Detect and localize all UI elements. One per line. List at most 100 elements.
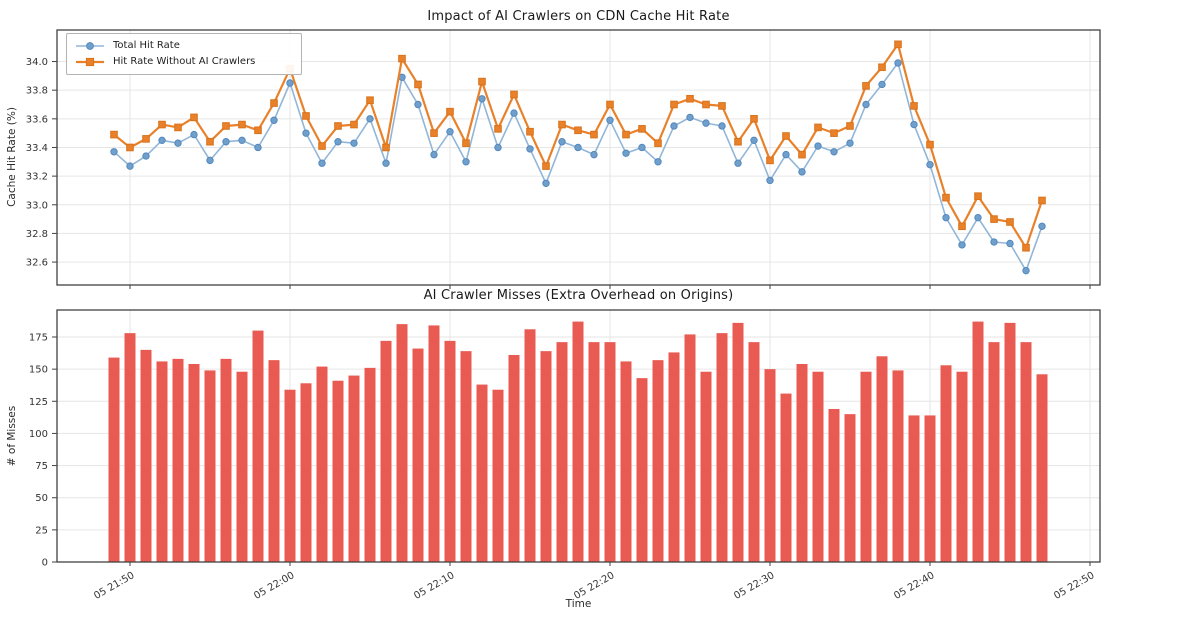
miss-bar — [892, 370, 904, 562]
top-chart-ylabel: Cache Hit Rate (%) — [6, 107, 18, 207]
total-hit-rate-marker — [334, 138, 342, 146]
total-hit-rate-marker — [158, 136, 166, 145]
miss-bar — [780, 393, 792, 562]
total-hit-rate-marker — [238, 136, 246, 145]
miss-bar — [1036, 374, 1048, 562]
without-ai-crawlers-marker — [782, 132, 790, 140]
miss-bar — [444, 340, 456, 562]
total-hit-rate-marker — [318, 159, 326, 167]
miss-bar — [668, 352, 680, 562]
miss-bar — [364, 367, 376, 562]
without-ai-crawlers-marker — [542, 162, 550, 170]
without-ai-crawlers-marker — [334, 122, 342, 130]
x-axis-label: Time — [565, 598, 592, 610]
miss-bar — [156, 361, 168, 562]
total-hit-rate-marker — [382, 159, 390, 167]
miss-bar — [124, 333, 136, 562]
top-chart-title: Impact of AI Crawlers on CDN Cache Hit R… — [427, 9, 730, 24]
miss-bar — [844, 414, 856, 562]
miss-bar — [412, 348, 424, 562]
total-hit-rate-marker — [910, 120, 918, 129]
total-hit-rate-marker — [446, 128, 454, 136]
miss-bar — [540, 351, 552, 562]
miss-bar — [572, 321, 584, 562]
without-ai-crawlers-marker — [686, 94, 694, 103]
without-ai-crawlers-marker — [718, 102, 726, 110]
without-ai-crawlers-marker — [526, 127, 534, 136]
miss-bar — [652, 360, 664, 562]
total-hit-rate-marker — [302, 129, 310, 137]
total-hit-rate-marker — [574, 143, 582, 152]
miss-bar — [236, 371, 248, 562]
without-ai-crawlers-marker — [670, 100, 678, 109]
miss-bar — [588, 342, 600, 562]
miss-bar — [732, 322, 744, 562]
without-ai-crawlers-marker — [430, 129, 438, 137]
miss-bar — [924, 415, 936, 562]
miss-bar — [1004, 322, 1016, 562]
total-hit-rate-marker — [766, 176, 774, 185]
without-ai-crawlers-marker — [206, 137, 214, 146]
y-tick-label: 100 — [29, 429, 48, 440]
miss-bar — [796, 364, 808, 562]
without-ai-crawlers-marker — [558, 120, 566, 129]
total-hit-rate-marker — [750, 136, 758, 145]
total-hit-rate-marker — [878, 80, 886, 89]
total-hit-rate-marker — [782, 150, 790, 159]
orange-line-square-marker-icon — [76, 57, 104, 66]
y-tick-label: 33.0 — [26, 200, 48, 211]
total-hit-rate-marker — [718, 122, 726, 130]
total-hit-rate-marker — [558, 138, 566, 146]
total-hit-rate-marker — [254, 143, 262, 152]
total-hit-rate-marker — [958, 241, 966, 249]
miss-bar — [268, 360, 280, 562]
total-hit-rate-marker — [654, 158, 662, 166]
y-tick-label: 25 — [35, 525, 48, 536]
total-hit-rate-marker — [494, 143, 502, 152]
total-hit-rate-marker — [462, 158, 470, 166]
without-ai-crawlers-marker — [606, 100, 614, 109]
without-ai-crawlers-marker — [142, 135, 150, 143]
total-hit-rate-marker — [638, 143, 646, 152]
without-ai-crawlers-marker — [366, 96, 374, 104]
without-ai-crawlers-marker — [798, 150, 806, 159]
total-hit-rate-marker — [1038, 222, 1046, 230]
without-ai-crawlers-marker — [414, 80, 422, 89]
miss-bar — [172, 358, 184, 562]
miss-bar — [636, 378, 648, 562]
y-tick-label: 32.8 — [26, 229, 48, 240]
miss-bar — [620, 361, 632, 562]
without-ai-crawlers-marker — [158, 120, 166, 129]
total-hit-rate-marker — [846, 139, 854, 147]
without-ai-crawlers-marker — [1038, 196, 1046, 205]
without-ai-crawlers-marker — [958, 222, 966, 231]
without-ai-crawlers-marker — [238, 120, 246, 129]
miss-bar — [284, 389, 296, 562]
without-ai-crawlers-marker — [1006, 218, 1014, 226]
y-tick-label: 50 — [35, 493, 48, 504]
y-tick-label: 33.6 — [26, 114, 48, 125]
without-ai-crawlers-marker — [190, 113, 198, 122]
miss-bar — [876, 356, 888, 562]
total-hit-rate-marker — [606, 116, 614, 124]
total-hit-rate-marker — [222, 138, 230, 146]
bottom-chart-title: AI Crawler Misses (Extra Overhead on Ori… — [423, 288, 734, 303]
without-ai-crawlers-marker — [1022, 243, 1030, 252]
miss-bar — [396, 324, 408, 562]
miss-bar — [748, 342, 760, 562]
without-ai-crawlers-marker — [830, 129, 838, 137]
miss-bar — [380, 340, 392, 562]
without-ai-crawlers-marker — [910, 102, 918, 110]
miss-bar — [140, 349, 152, 562]
miss-bar — [460, 351, 472, 562]
total-hit-rate-marker — [366, 115, 374, 123]
without-ai-crawlers-marker — [302, 112, 310, 120]
without-ai-crawlers-marker — [734, 137, 742, 146]
y-tick-label: 125 — [29, 397, 48, 408]
total-hit-rate-marker — [110, 148, 118, 156]
y-tick-label: 75 — [35, 461, 48, 472]
total-hit-rate-marker — [1006, 239, 1014, 248]
without-ai-crawlers-marker — [222, 122, 230, 130]
total-hit-rate-marker — [670, 122, 678, 130]
total-hit-rate-marker — [622, 149, 630, 157]
